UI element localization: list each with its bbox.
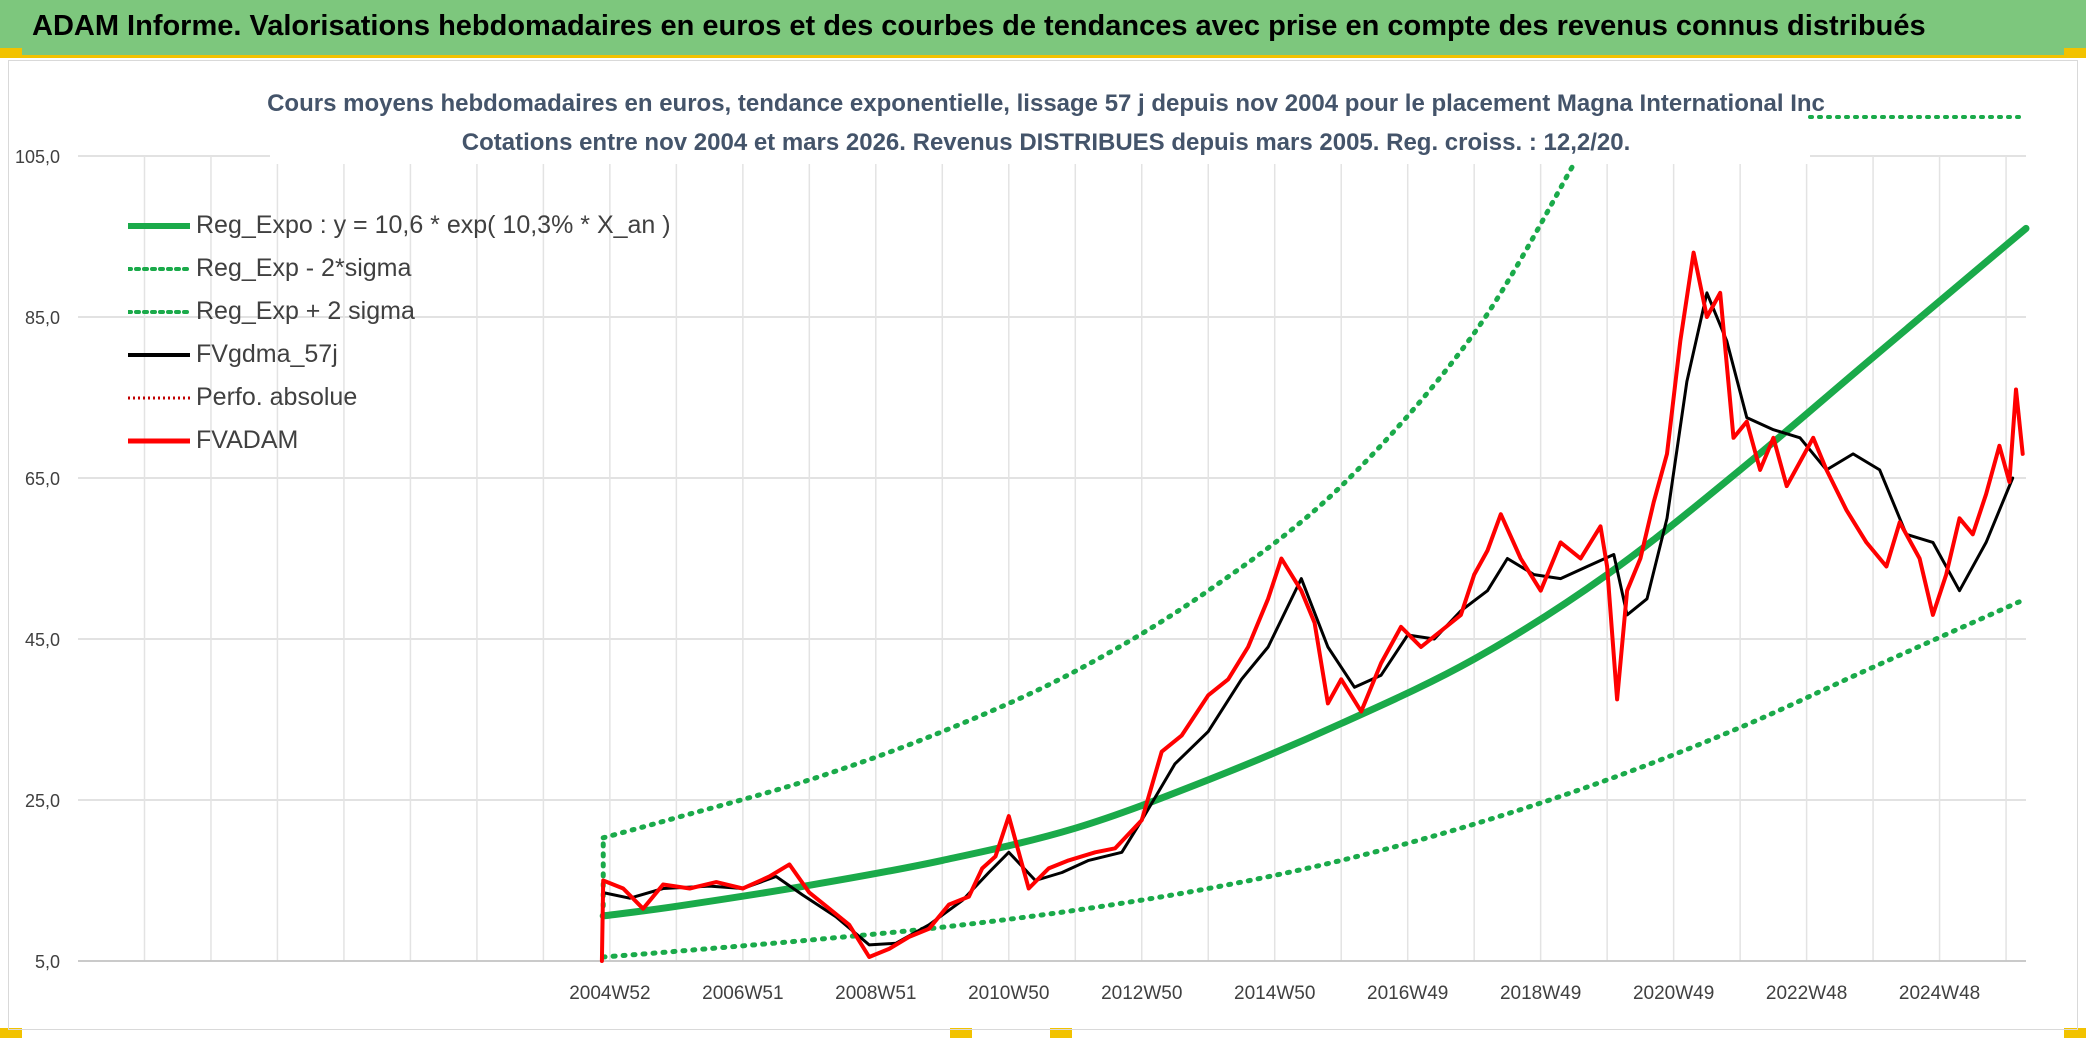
legend-label: FVgdma_57j <box>196 340 338 368</box>
y-tick-label: 25,0 <box>25 791 60 811</box>
legend-swatch-fvadam <box>128 431 190 451</box>
grid-lines <box>78 78 2026 962</box>
legend-swatch-fvgdma <box>128 345 190 365</box>
chart-legend: Reg_Expo : y = 10,6 * exp( 10,3% * X_an … <box>128 204 671 462</box>
y-tick-label: 5,0 <box>35 952 60 972</box>
legend-label: FVADAM <box>196 426 299 454</box>
x-tick-label: 2006W51 <box>702 983 783 1004</box>
x-tick-label: 2010W50 <box>968 983 1049 1004</box>
legend-label: Reg_Exp + 2 sigma <box>196 297 415 325</box>
header-corner-right <box>2064 48 2086 58</box>
x-tick-label: 2020W49 <box>1633 983 1714 1004</box>
legend-label: Reg_Expo : y = 10,6 * exp( 10,3% * X_an … <box>196 211 671 239</box>
y-tick-label: 65,0 <box>25 469 60 489</box>
legend-item-fvadam: FVADAM <box>128 419 671 462</box>
footer-corner-right <box>2064 1028 2086 1038</box>
y-axis-ticks: 105,0 85,0 65,0 45,0 25,0 5,0 <box>15 147 60 972</box>
legend-swatch-reg-exp-minus <box>128 259 190 279</box>
report-header: ADAM Informe. Valorisations hebdomadaire… <box>0 0 2086 58</box>
x-tick-label: 2018W49 <box>1500 983 1581 1004</box>
x-tick-label: 2012W50 <box>1101 983 1182 1004</box>
legend-swatch-reg-exp-plus <box>128 302 190 322</box>
x-tick-label: 2024W48 <box>1899 983 1980 1004</box>
title-backdrop <box>270 78 1810 164</box>
series-layer <box>599 115 2030 963</box>
legend-item-perfo: Perfo. absolue <box>128 376 671 419</box>
legend-swatch-reg-expo <box>128 216 190 236</box>
footer-mark-2 <box>1050 1028 1072 1038</box>
chart-frame <box>8 60 2078 1030</box>
series-reg-exp-minus <box>600 596 2029 960</box>
header-corner-left <box>0 48 22 58</box>
legend-label: Reg_Exp - 2*sigma <box>196 254 412 282</box>
legend-swatch-perfo <box>128 388 190 408</box>
y-tick-label: 45,0 <box>25 630 60 650</box>
series-fvadam <box>599 250 2025 963</box>
y-tick-label: 85,0 <box>25 308 60 328</box>
x-tick-label: 2016W49 <box>1367 983 1448 1004</box>
x-tick-label: 2008W51 <box>835 983 916 1004</box>
legend-label: Perfo. absolue <box>196 383 358 411</box>
chart-title: Cours moyens hebdomadaires en euros, ten… <box>267 90 1825 117</box>
x-tick-label: 2014W50 <box>1234 983 1315 1004</box>
series-fvgdma <box>601 291 2015 947</box>
chart-subtitle: Cotations entre nov 2004 et mars 2026. R… <box>462 129 1631 156</box>
legend-item-reg-exp-plus: Reg_Exp + 2 sigma <box>128 290 671 333</box>
footer-mark-1 <box>950 1028 972 1038</box>
legend-item-fvgdma: FVgdma_57j <box>128 333 671 376</box>
x-tick-label: 2022W48 <box>1766 983 1847 1004</box>
y-tick-label: 105,0 <box>15 147 60 167</box>
legend-item-reg-exp-minus: Reg_Exp - 2*sigma <box>128 247 671 290</box>
x-axis-ticks: 2004W52 2006W51 2008W51 2010W50 2012W50 2014W… <box>569 983 1980 1004</box>
series-reg-expo <box>599 224 2030 920</box>
x-tick-label: 2004W52 <box>569 983 650 1004</box>
legend-item-reg-expo: Reg_Expo : y = 10,6 * exp( 10,3% * X_an … <box>128 204 671 247</box>
footer-corner-left <box>0 1028 22 1038</box>
report-title: ADAM Informe. Valorisations hebdomadaire… <box>32 10 1926 42</box>
series-reg-exp-plus <box>600 161 1577 841</box>
